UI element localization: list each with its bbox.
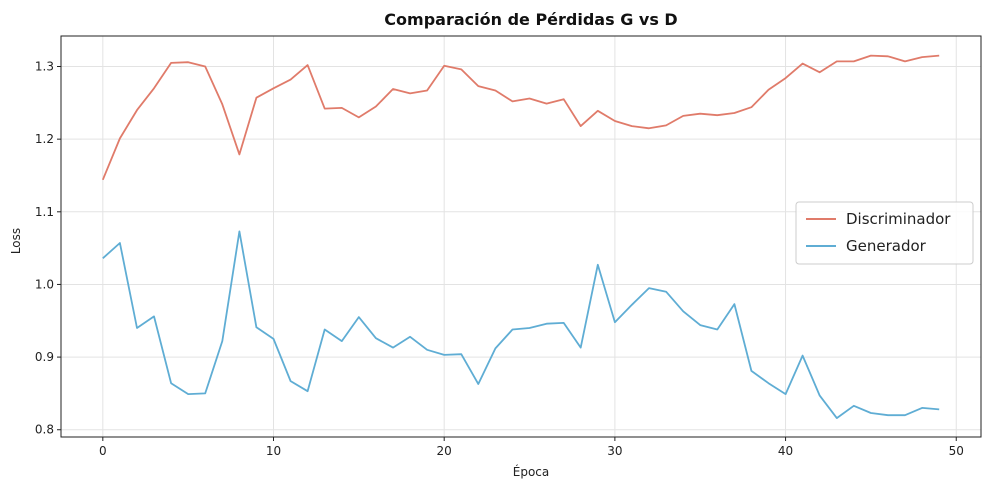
y-tick-label: 0.9 bbox=[35, 350, 54, 364]
x-tick-label: 40 bbox=[778, 444, 793, 458]
legend-label-generador: Generador bbox=[846, 237, 927, 255]
y-tick-label: 1.3 bbox=[35, 60, 54, 74]
plot-frame bbox=[60, 35, 982, 438]
x-tick-label: 10 bbox=[266, 444, 281, 458]
chart-title: Comparación de Pérdidas G vs D bbox=[384, 10, 677, 29]
x-tick-label: 0 bbox=[99, 444, 107, 458]
y-tick-label: 1.0 bbox=[35, 277, 54, 291]
x-tick-label: 20 bbox=[437, 444, 452, 458]
series-line-generador bbox=[102, 230, 940, 420]
x-axis-label: Época bbox=[513, 464, 550, 479]
series-line-discriminador bbox=[101, 54, 940, 181]
x-axis: 0 10 20 30 40 50 bbox=[99, 437, 964, 458]
x-tick-label: 50 bbox=[949, 444, 964, 458]
legend-box bbox=[795, 201, 974, 265]
series-layer bbox=[101, 54, 940, 420]
x-tick-label: 30 bbox=[607, 444, 622, 458]
y-axis-label: Loss bbox=[9, 228, 23, 254]
y-tick-label: 1.2 bbox=[35, 132, 54, 146]
y-axis: 0.8 0.9 1.0 1.1 1.2 1.3 bbox=[35, 60, 61, 437]
y-tick-label: 0.8 bbox=[35, 423, 54, 437]
legend-label-discriminador: Discriminador bbox=[846, 210, 951, 228]
legend: Discriminador Generador bbox=[795, 201, 974, 265]
y-tick-label: 1.1 bbox=[35, 205, 54, 219]
